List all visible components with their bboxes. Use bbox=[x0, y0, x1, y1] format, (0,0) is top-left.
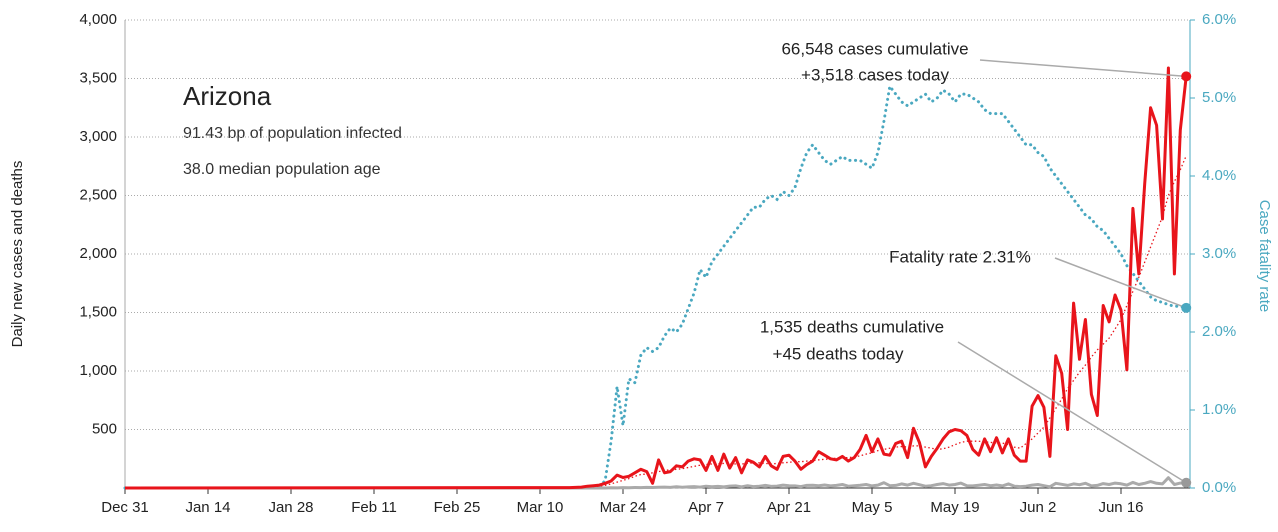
end-marker bbox=[1181, 302, 1192, 313]
annotation: Fatality rate 2.31% bbox=[889, 247, 1031, 266]
x-tick-label: Jan 28 bbox=[268, 499, 313, 516]
x-tick-label: Jun 2 bbox=[1020, 499, 1057, 516]
y-tick-label: 500 bbox=[92, 420, 117, 437]
y2-tick-label: 5.0% bbox=[1202, 89, 1236, 106]
series-line bbox=[123, 82, 1188, 490]
y-tick-label: 2,000 bbox=[79, 245, 117, 262]
x-tick-label: May 19 bbox=[930, 499, 979, 516]
subtitle: 91.43 bp of population infected bbox=[183, 125, 402, 142]
y2-tick-label: 0.0% bbox=[1202, 479, 1236, 496]
x-tick-label: Feb 25 bbox=[434, 499, 481, 516]
y2-tick-label: 1.0% bbox=[1202, 401, 1236, 418]
x-tick-label: Feb 11 bbox=[351, 499, 397, 516]
y-axis-label: Daily new cases and deaths bbox=[9, 161, 26, 348]
x-tick-label: Mar 24 bbox=[600, 499, 647, 516]
y-tick-label: 1,000 bbox=[79, 362, 117, 379]
series-line bbox=[125, 476, 1187, 490]
y2-tick-label: 6.0% bbox=[1202, 11, 1236, 28]
x-tick-label: May 5 bbox=[852, 499, 893, 516]
chart-title: Arizona bbox=[183, 81, 272, 111]
leader-line bbox=[1054, 257, 1187, 309]
series-line bbox=[124, 66, 1188, 490]
annotation: 1,535 deaths cumulative bbox=[760, 317, 944, 336]
y-tick-label: 2,500 bbox=[79, 186, 117, 203]
leader-line bbox=[957, 341, 1187, 484]
x-tick-label: Apr 7 bbox=[688, 499, 724, 516]
x-tick-label: Apr 21 bbox=[767, 499, 811, 516]
y-tick-label: 1,500 bbox=[79, 303, 117, 320]
y-tick-label: 3,000 bbox=[79, 128, 117, 145]
annotation: +3,518 cases today bbox=[801, 65, 949, 84]
y-tick-label: 3,500 bbox=[79, 69, 117, 86]
end-marker bbox=[1181, 71, 1192, 82]
x-tick-label: Jun 16 bbox=[1098, 499, 1143, 516]
end-marker bbox=[1181, 477, 1192, 488]
annotation: +45 deaths today bbox=[773, 344, 904, 363]
y2-axis-label: Case fatality rate bbox=[1256, 200, 1273, 313]
x-tick-label: Dec 31 bbox=[101, 499, 149, 516]
subtitle: 38.0 median population age bbox=[183, 161, 381, 178]
x-tick-label: Mar 10 bbox=[517, 499, 564, 516]
y2-tick-label: 4.0% bbox=[1202, 167, 1236, 184]
annotation: 66,548 cases cumulative bbox=[781, 39, 968, 58]
y-tick-label: 4,000 bbox=[79, 11, 117, 28]
x-tick-label: Jan 14 bbox=[185, 499, 230, 516]
y2-tick-label: 2.0% bbox=[1202, 323, 1236, 340]
y2-tick-label: 3.0% bbox=[1202, 245, 1236, 262]
series-line bbox=[124, 155, 1187, 489]
leader-line bbox=[979, 59, 1187, 78]
